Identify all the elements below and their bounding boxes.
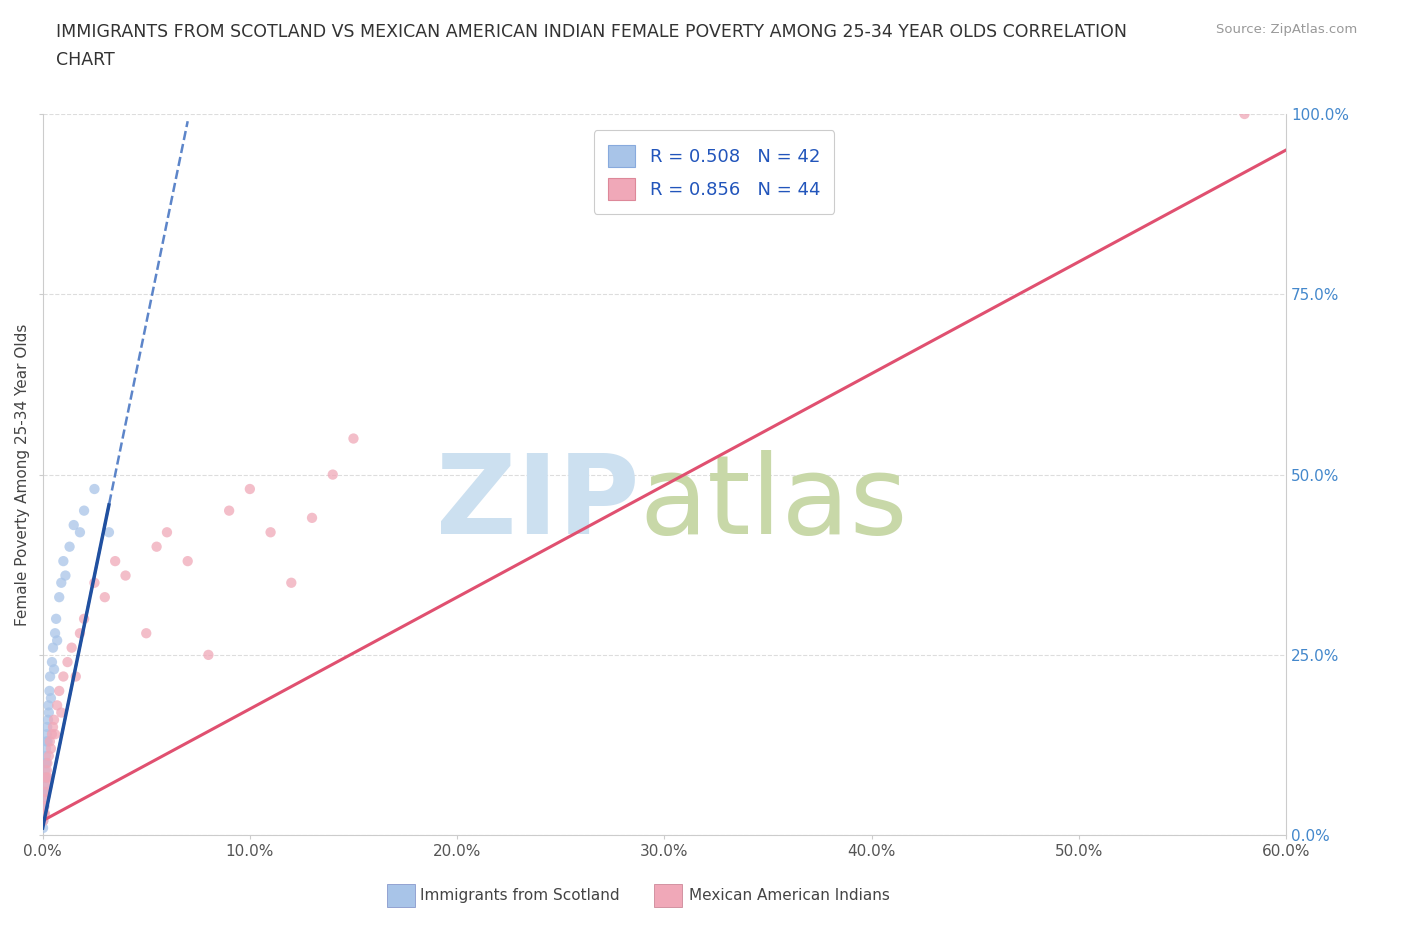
Point (39, 669, 62, 684)
Point (145, 539, 167, 554)
Point (44, 626, 66, 641)
Point (52, 553, 75, 568)
Point (197, 647, 219, 662)
Point (42, 720, 65, 735)
Point (35, 734, 58, 749)
Point (34, 785, 56, 800)
Point (69, 525, 91, 539)
Point (37, 712, 59, 727)
Point (34, 770, 56, 785)
Text: Immigrants from Scotland: Immigrants from Scotland (420, 888, 620, 903)
Point (51, 705, 73, 720)
Point (42, 662, 65, 677)
Point (34, 755, 56, 770)
Point (176, 553, 198, 568)
Point (37, 770, 59, 785)
Point (32, 814, 55, 829)
Point (32, 785, 55, 800)
Point (38, 749, 60, 764)
Point (35, 749, 58, 764)
Point (135, 626, 157, 641)
Point (280, 576, 302, 591)
Point (37, 755, 59, 770)
Point (46, 633, 69, 648)
Point (42, 640, 65, 655)
Point (42, 712, 65, 727)
Point (44, 726, 66, 741)
Point (37, 720, 59, 735)
Point (73, 503, 96, 518)
Point (342, 432, 364, 446)
Point (37, 734, 59, 749)
Point (83, 482, 105, 497)
Point (322, 467, 344, 482)
Point (32, 820, 55, 835)
Point (1233, 107, 1256, 122)
Legend: R = 0.508   N = 42, R = 0.856   N = 44: R = 0.508 N = 42, R = 0.856 N = 44 (593, 130, 835, 214)
Point (38, 705, 60, 720)
Point (259, 525, 281, 539)
Point (48, 684, 70, 698)
Point (35, 770, 58, 785)
Point (41, 655, 63, 670)
Point (32, 799, 55, 814)
Point (38, 734, 60, 749)
Point (114, 568, 136, 583)
Point (56, 655, 79, 670)
Point (32, 799, 55, 814)
Point (55, 568, 77, 583)
Point (32, 806, 55, 821)
Point (104, 553, 127, 568)
Point (35, 726, 58, 741)
Point (35, 741, 58, 756)
Point (156, 525, 179, 539)
Point (69, 626, 91, 641)
Point (34, 799, 56, 814)
Point (32, 806, 55, 821)
Point (34, 777, 56, 792)
Point (48, 590, 70, 604)
Point (58, 539, 80, 554)
Point (32, 791, 55, 806)
Point (38, 684, 60, 698)
Text: Source: ZipAtlas.com: Source: ZipAtlas.com (1216, 23, 1357, 36)
Text: ZIP: ZIP (436, 450, 640, 557)
Point (39, 691, 62, 706)
Point (34, 770, 56, 785)
Point (37, 698, 59, 712)
Point (39, 741, 62, 756)
Text: Mexican American Indians: Mexican American Indians (689, 888, 890, 903)
Point (97, 525, 120, 539)
Point (60, 640, 83, 655)
Point (35, 763, 58, 777)
Point (65, 669, 87, 684)
Point (34, 806, 56, 821)
Point (218, 503, 240, 518)
Text: CHART: CHART (56, 51, 115, 69)
Point (46, 698, 69, 712)
Y-axis label: Female Poverty Among 25-34 Year Olds: Female Poverty Among 25-34 Year Olds (15, 324, 30, 626)
Point (52, 669, 75, 684)
Text: atlas: atlas (640, 450, 908, 557)
Point (94, 590, 117, 604)
Point (73, 611, 96, 626)
Point (34, 763, 56, 777)
Point (62, 518, 84, 533)
Point (32, 814, 55, 829)
Point (83, 576, 105, 591)
Text: IMMIGRANTS FROM SCOTLAND VS MEXICAN AMERICAN INDIAN FEMALE POVERTY AMONG 25-34 Y: IMMIGRANTS FROM SCOTLAND VS MEXICAN AMER… (56, 23, 1128, 41)
Point (239, 482, 262, 497)
Point (34, 791, 56, 806)
Point (45, 611, 67, 626)
Point (51, 576, 73, 591)
Point (35, 777, 58, 792)
Point (301, 511, 323, 525)
Point (41, 726, 63, 741)
Point (35, 755, 58, 770)
Point (34, 785, 56, 800)
